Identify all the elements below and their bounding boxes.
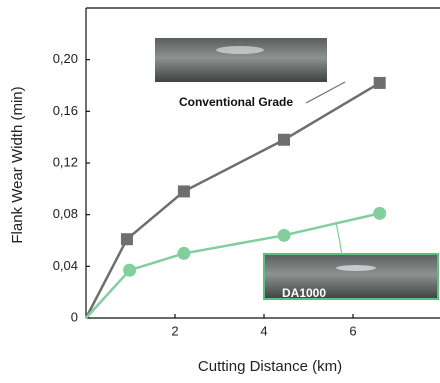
- marker: [373, 76, 386, 89]
- marker: [120, 233, 133, 246]
- x-axis-label: Cutting Distance (km): [198, 358, 342, 375]
- y-tick-label: 0,04: [53, 258, 78, 273]
- photo-highlight: [336, 265, 376, 271]
- connector: [305, 81, 346, 104]
- connector: [335, 221, 343, 255]
- annotation: Conventional Grade: [179, 95, 293, 109]
- y-tick-label: 0,08: [53, 206, 78, 221]
- annotation: DA1000: [282, 286, 326, 300]
- y-tick-label: 0,16: [53, 103, 78, 118]
- photo-da1000: [263, 253, 439, 300]
- y-tick-label: 0: [71, 309, 78, 324]
- plot-area: 0 0,04 0,08 0,12 0,16 0,20 2 4 6: [53, 7, 440, 338]
- x-tick-label: 2: [171, 323, 178, 338]
- x-tick-label: 6: [349, 323, 356, 338]
- x-tick-label: 4: [260, 323, 267, 338]
- photo-conventional: [155, 38, 327, 82]
- y-tick-label: 0,20: [53, 51, 78, 66]
- marker: [277, 228, 291, 242]
- photo-highlight: [216, 46, 264, 54]
- y-tick-label: 0,12: [53, 154, 78, 169]
- marker: [278, 133, 291, 146]
- y-axis-label: Flank Wear Width (min): [9, 86, 26, 243]
- marker: [177, 185, 190, 198]
- marker: [123, 263, 137, 277]
- marker: [373, 206, 387, 220]
- marker: [177, 246, 191, 260]
